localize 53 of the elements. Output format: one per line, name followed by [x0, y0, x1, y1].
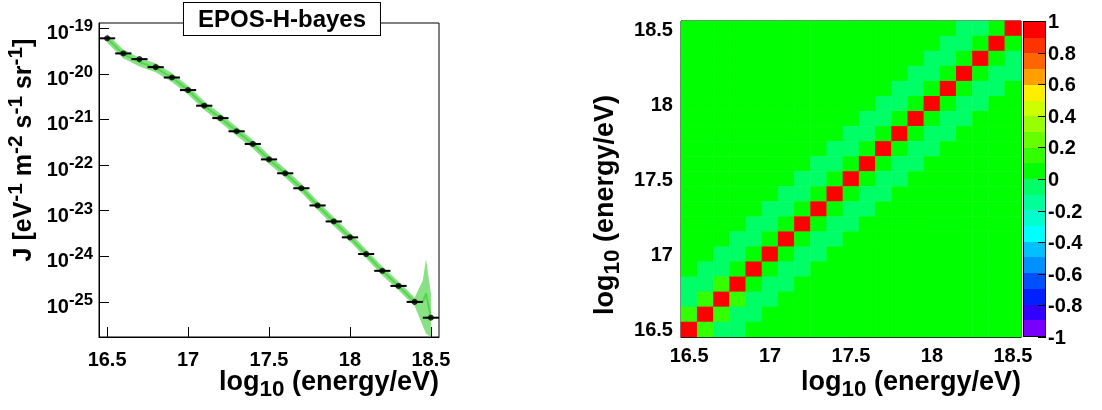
x-tick-label: 17 — [758, 344, 782, 366]
x-tick-label: 16.5 — [669, 344, 709, 366]
y-tick-label: 10$^{-23}$ — [46, 198, 93, 226]
y-tick-label: 10$^{-24}$ — [46, 244, 93, 271]
point — [379, 267, 386, 274]
color-bar-label: -1 — [1048, 326, 1066, 348]
point — [314, 202, 321, 209]
point — [233, 128, 240, 135]
x-axis-title: log$_{10}$ (energy/eV) — [800, 366, 1021, 402]
point — [152, 64, 159, 71]
point — [168, 74, 175, 81]
color-bar-label: 0.8 — [1048, 41, 1076, 64]
color-bar-label: 0 — [1048, 168, 1060, 190]
point — [136, 56, 143, 63]
y-tick-label: 10$^{-20}$ — [46, 61, 93, 89]
color-bar-label: 0.6 — [1048, 73, 1076, 96]
y-tick-label: 10$^{-25}$ — [46, 289, 93, 317]
y-tick-label: 18.5 — [634, 17, 673, 40]
x-tick-label: 17 — [176, 348, 200, 370]
point — [120, 50, 127, 57]
y-tick-label: 10$^{-21}$ — [46, 107, 93, 135]
chart-title: EPOS-H-bayes — [182, 2, 382, 36]
point — [266, 156, 272, 163]
y-tick-label: 16.5 — [634, 318, 673, 341]
x-tick-label: 18.5 — [993, 344, 1033, 366]
point — [298, 185, 305, 192]
point — [330, 218, 337, 225]
color-bar-label: 0.2 — [1048, 136, 1076, 159]
y-tick-label: 17 — [650, 243, 673, 266]
point — [249, 140, 256, 147]
point — [395, 282, 402, 289]
point — [427, 314, 434, 321]
point — [363, 251, 370, 258]
y-tick-label: 17.5 — [634, 168, 673, 190]
color-bar-label: 1 — [1048, 10, 1060, 32]
point — [282, 170, 289, 177]
color-bar-label: -0.4 — [1048, 231, 1083, 254]
x-tick-label: 17.5 — [831, 344, 871, 366]
color-bar-label: 0.4 — [1048, 104, 1076, 127]
point — [185, 87, 192, 94]
point — [104, 35, 111, 42]
y-tick-label: 18 — [650, 92, 673, 115]
y-tick-label: 10$^{-22}$ — [46, 153, 93, 180]
point — [346, 234, 353, 241]
y-tick-label: 10$^{-19}$ — [46, 16, 93, 43]
color-bar-label: -0.6 — [1048, 262, 1083, 285]
color-bar-label: -0.8 — [1048, 294, 1083, 317]
point — [201, 102, 208, 109]
point — [217, 115, 224, 122]
x-tick-label: 18 — [920, 344, 944, 366]
x-tick-label: 16.5 — [87, 348, 127, 370]
point — [411, 298, 418, 305]
color-bar-label: -0.2 — [1048, 199, 1083, 222]
